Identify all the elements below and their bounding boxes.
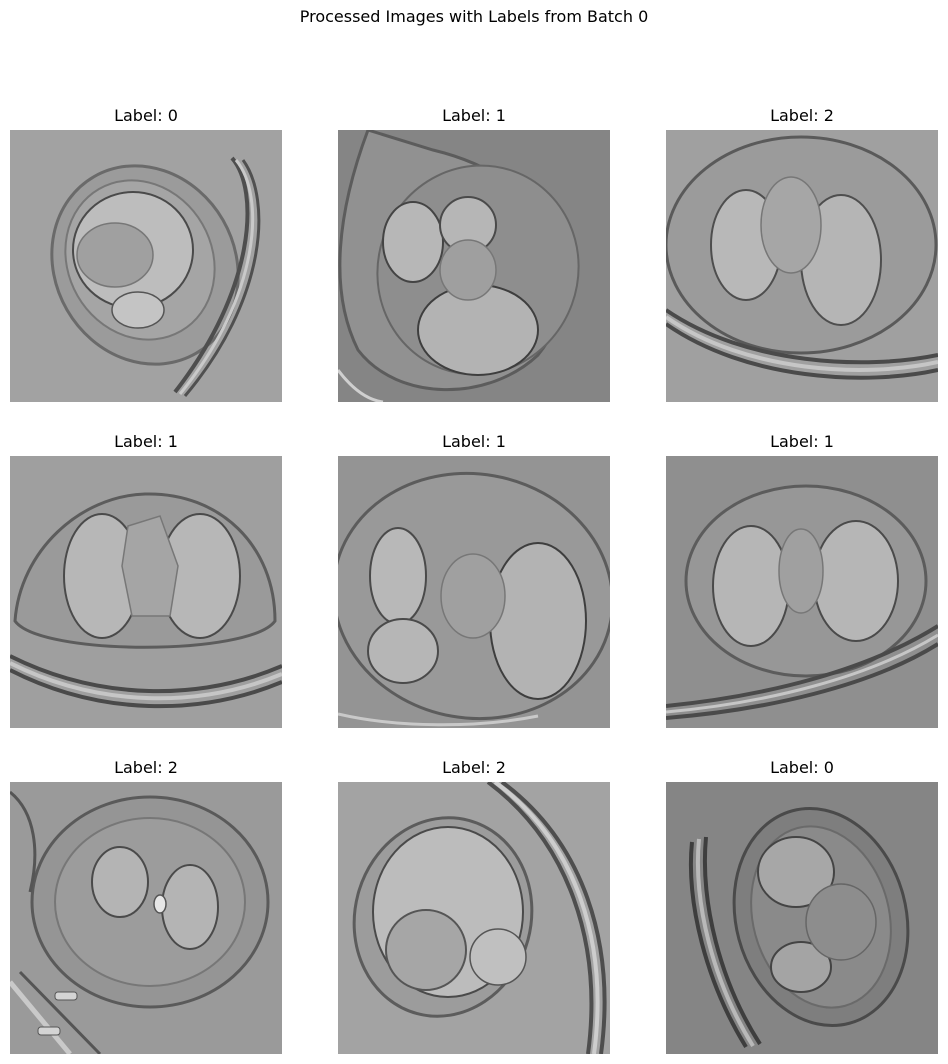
ct-scan-image (338, 456, 610, 728)
ct-scan-image (338, 782, 610, 1054)
panel-1-image (10, 130, 282, 402)
panel-8-image (338, 782, 610, 1054)
ct-scan-image (666, 782, 938, 1054)
panel-7-image (10, 782, 282, 1054)
ct-scan-image (10, 782, 282, 1054)
panel-5-title: Label: 1 (442, 432, 506, 451)
panel-9-image (666, 782, 938, 1054)
panel-4-title: Label: 1 (114, 432, 178, 451)
panel-2-title: Label: 1 (442, 106, 506, 125)
ct-scan-image (10, 130, 282, 402)
ct-scan-image (666, 130, 938, 402)
panel-1-title: Label: 0 (114, 106, 178, 125)
ct-scan-image (338, 130, 610, 402)
panel-6-image (666, 456, 938, 728)
panel-7-title: Label: 2 (114, 758, 178, 777)
panel-2-image (338, 130, 610, 402)
panel-8-title: Label: 2 (442, 758, 506, 777)
panel-4-image (10, 456, 282, 728)
panel-6-title: Label: 1 (770, 432, 834, 451)
ct-scan-image (10, 456, 282, 728)
panel-3-title: Label: 2 (770, 106, 834, 125)
ct-scan-image (666, 456, 938, 728)
figure-title: Processed Images with Labels from Batch … (299, 7, 649, 26)
panel-9-title: Label: 0 (770, 758, 834, 777)
panel-5-image (338, 456, 610, 728)
panel-3-image (666, 130, 938, 402)
